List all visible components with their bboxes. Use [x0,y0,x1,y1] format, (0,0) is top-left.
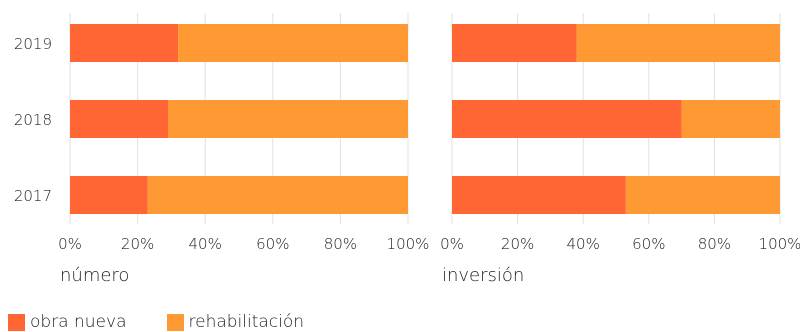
y-tick-label-2019: 2019 [14,35,52,53]
x-tick-label-1-4: 80% [324,235,357,253]
x-tick-label-1-1: 20% [121,235,154,253]
bar-2-2018-obra-nueva [452,100,682,138]
x-tick-label-2-4: 80% [698,235,731,253]
x-tick-label-2-0: 0% [440,235,464,253]
bar-2-2017-obra-nueva [452,176,626,214]
legend-label-obra-nueva: obra nueva [30,312,127,332]
bar-2-2019-obra-nueva [452,24,577,62]
legend-item-obra-nueva: obra nueva [8,312,127,332]
y-tick-label-2017: 2017 [14,187,52,205]
bar-2-2018-rehabilitacion [681,100,780,138]
bar-1-2019-obra-nueva [70,24,179,62]
x-tick-label-2-1: 20% [501,235,534,253]
x-tick-label-1-3: 60% [256,235,289,253]
legend: obra nueva rehabilitación [8,312,304,332]
x-tick-label-1-0: 0% [58,235,82,253]
x-axis-label-2: inversión [442,265,524,286]
bar-1-2017-obra-nueva [70,176,148,214]
x-tick-label-2-3: 60% [632,235,665,253]
bar-1-2018-obra-nueva [70,100,169,138]
legend-swatch-rehabilitacion [166,313,184,331]
bar-2-2017-rehabilitacion [625,176,780,214]
bar-1-2018-rehabilitacion [168,100,408,138]
y-tick-label-2018: 2018 [14,111,52,129]
bar-1-2017-rehabilitacion [147,176,409,214]
legend-item-rehabilitacion: rehabilitación [166,312,305,332]
bar-1-2019-rehabilitacion [178,24,408,62]
legend-swatch-obra-nueva [8,313,25,331]
x-axis-label-1: número [60,265,129,286]
bar-2-2019-rehabilitacion [576,24,780,62]
legend-label-rehabilitacion: rehabilitación [188,312,305,332]
x-tick-label-2-2: 40% [567,235,600,253]
x-tick-label-1-5: 100% [387,235,430,253]
x-tick-label-2-5: 100% [759,235,800,253]
x-tick-label-1-2: 40% [189,235,222,253]
